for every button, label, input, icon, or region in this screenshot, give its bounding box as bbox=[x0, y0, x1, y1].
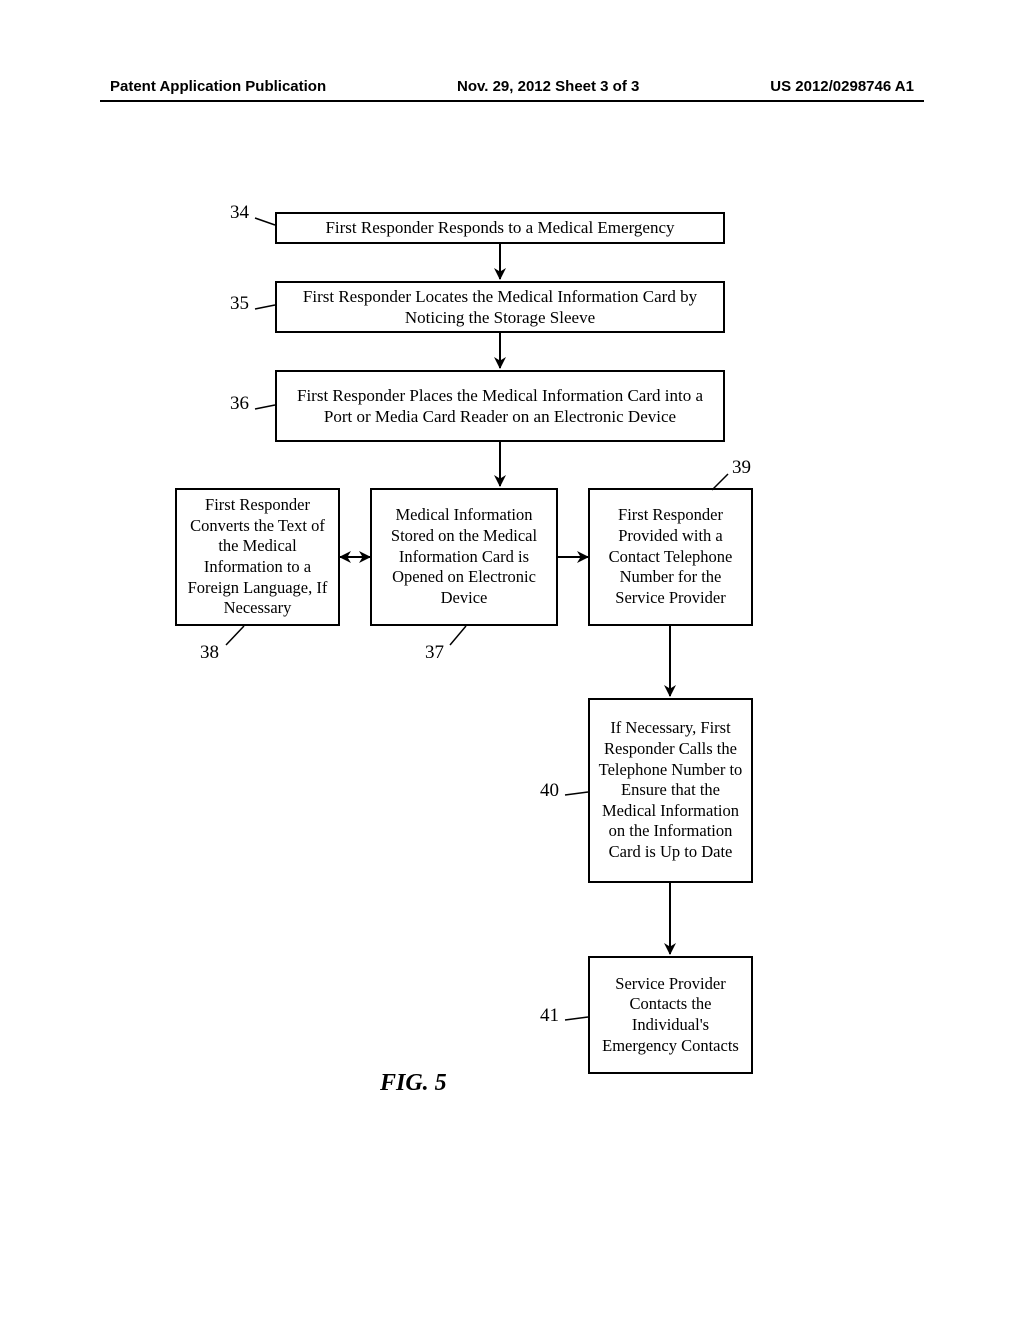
header-center: Nov. 29, 2012 Sheet 3 of 3 bbox=[457, 78, 639, 95]
node-41-text: Service Provider Contacts the Individual… bbox=[590, 974, 751, 1057]
label-37: 37 bbox=[425, 642, 444, 664]
header-rule bbox=[100, 100, 924, 102]
node-35: First Responder Locates the Medical Info… bbox=[275, 281, 725, 333]
label-40: 40 bbox=[540, 780, 559, 802]
node-39: First Responder Provided with a Contact … bbox=[588, 488, 753, 626]
node-37: Medical Information Stored on the Medica… bbox=[370, 488, 558, 626]
node-40-text: If Necessary, First Responder Calls the … bbox=[590, 718, 751, 862]
header-left: Patent Application Publication bbox=[110, 78, 326, 95]
node-35-text: First Responder Locates the Medical Info… bbox=[277, 286, 723, 329]
page: Patent Application Publication Nov. 29, … bbox=[0, 0, 1024, 1320]
label-41: 41 bbox=[540, 1005, 559, 1027]
label-35: 35 bbox=[230, 293, 249, 315]
figure-caption: FIG. 5 bbox=[380, 1070, 447, 1097]
label-34: 34 bbox=[230, 202, 249, 224]
node-36-text: First Responder Places the Medical Infor… bbox=[277, 385, 723, 428]
node-38: First Responder Converts the Text of the… bbox=[175, 488, 340, 626]
node-41: Service Provider Contacts the Individual… bbox=[588, 956, 753, 1074]
label-39: 39 bbox=[732, 457, 751, 479]
arrows-layer bbox=[0, 0, 1024, 1320]
node-39-text: First Responder Provided with a Contact … bbox=[590, 505, 751, 608]
node-36: First Responder Places the Medical Infor… bbox=[275, 370, 725, 442]
page-header: Patent Application Publication Nov. 29, … bbox=[110, 78, 914, 95]
header-right: US 2012/0298746 A1 bbox=[770, 78, 914, 95]
node-37-text: Medical Information Stored on the Medica… bbox=[372, 505, 556, 608]
label-36: 36 bbox=[230, 393, 249, 415]
node-38-text: First Responder Converts the Text of the… bbox=[177, 495, 338, 619]
label-38: 38 bbox=[200, 642, 219, 664]
node-34: First Responder Responds to a Medical Em… bbox=[275, 212, 725, 244]
node-34-text: First Responder Responds to a Medical Em… bbox=[317, 217, 682, 238]
node-40: If Necessary, First Responder Calls the … bbox=[588, 698, 753, 883]
